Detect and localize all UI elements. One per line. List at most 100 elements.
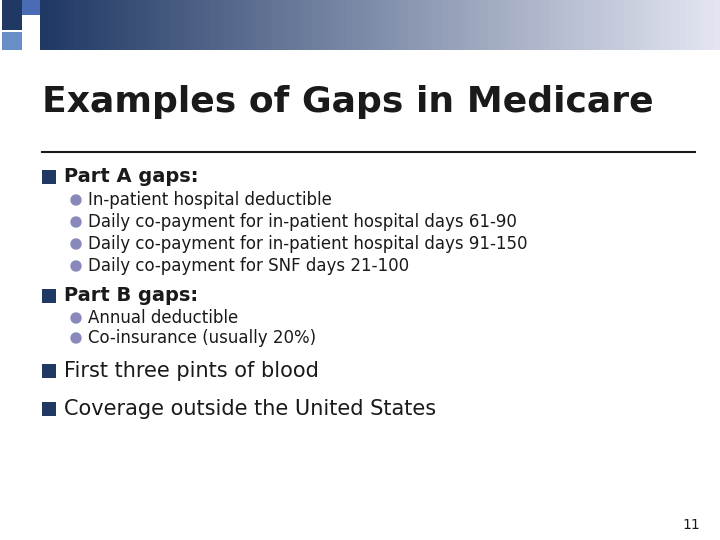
- Bar: [641, 0, 647, 50]
- Bar: [567, 0, 573, 50]
- Bar: [323, 0, 330, 50]
- Circle shape: [71, 195, 81, 205]
- Bar: [22, 0, 40, 15]
- Bar: [86, 0, 91, 50]
- Bar: [114, 0, 120, 50]
- Bar: [40, 0, 46, 50]
- Bar: [544, 0, 551, 50]
- Bar: [176, 0, 182, 50]
- Text: Daily co-payment for SNF days 21-100: Daily co-payment for SNF days 21-100: [88, 257, 409, 275]
- Bar: [306, 0, 312, 50]
- Bar: [346, 0, 352, 50]
- Bar: [380, 0, 386, 50]
- Bar: [357, 0, 364, 50]
- Text: Daily co-payment for in-patient hospital days 61-90: Daily co-payment for in-patient hospital…: [88, 213, 517, 231]
- Bar: [477, 0, 482, 50]
- Bar: [374, 0, 380, 50]
- Bar: [669, 0, 675, 50]
- Bar: [284, 0, 290, 50]
- Bar: [153, 0, 160, 50]
- Bar: [42, 288, 56, 302]
- Bar: [102, 0, 109, 50]
- Bar: [454, 0, 460, 50]
- Bar: [595, 0, 601, 50]
- Bar: [266, 0, 273, 50]
- Bar: [193, 0, 199, 50]
- Bar: [187, 0, 194, 50]
- Circle shape: [71, 217, 81, 227]
- Bar: [420, 0, 426, 50]
- Bar: [312, 0, 318, 50]
- Circle shape: [71, 333, 81, 343]
- Bar: [165, 0, 171, 50]
- Text: 11: 11: [683, 518, 700, 532]
- Bar: [210, 0, 216, 50]
- Bar: [522, 0, 528, 50]
- Bar: [63, 0, 69, 50]
- Bar: [238, 0, 245, 50]
- Text: Part B gaps:: Part B gaps:: [64, 286, 198, 305]
- Bar: [584, 0, 590, 50]
- Bar: [601, 0, 607, 50]
- Bar: [572, 0, 579, 50]
- Bar: [363, 0, 369, 50]
- Bar: [482, 0, 488, 50]
- Bar: [91, 0, 97, 50]
- Bar: [227, 0, 233, 50]
- Bar: [680, 0, 686, 50]
- Bar: [51, 0, 58, 50]
- Bar: [578, 0, 585, 50]
- Text: In-patient hospital deductible: In-patient hospital deductible: [88, 191, 332, 209]
- Bar: [244, 0, 250, 50]
- Bar: [618, 0, 624, 50]
- Bar: [635, 0, 642, 50]
- Bar: [647, 0, 652, 50]
- Bar: [431, 0, 437, 50]
- Bar: [289, 0, 295, 50]
- Text: Examples of Gaps in Medicare: Examples of Gaps in Medicare: [42, 85, 654, 119]
- Bar: [386, 0, 392, 50]
- Bar: [233, 0, 239, 50]
- Bar: [136, 0, 143, 50]
- Bar: [465, 0, 471, 50]
- Bar: [57, 0, 63, 50]
- Bar: [148, 0, 154, 50]
- Bar: [2, 32, 22, 50]
- Bar: [510, 0, 516, 50]
- Bar: [459, 0, 466, 50]
- Bar: [698, 0, 703, 50]
- Bar: [714, 0, 720, 50]
- Bar: [652, 0, 658, 50]
- Bar: [351, 0, 358, 50]
- Bar: [686, 0, 692, 50]
- Bar: [675, 0, 681, 50]
- Text: Part A gaps:: Part A gaps:: [64, 167, 199, 186]
- Bar: [556, 0, 562, 50]
- Bar: [96, 0, 103, 50]
- Bar: [408, 0, 415, 50]
- Bar: [562, 0, 567, 50]
- Bar: [2, 0, 22, 30]
- Bar: [204, 0, 210, 50]
- Text: Coverage outside the United States: Coverage outside the United States: [64, 399, 436, 418]
- Text: First three pints of blood: First three pints of blood: [64, 361, 319, 381]
- Bar: [329, 0, 336, 50]
- Bar: [45, 0, 52, 50]
- Bar: [221, 0, 228, 50]
- Bar: [42, 363, 56, 377]
- Bar: [703, 0, 709, 50]
- Bar: [120, 0, 125, 50]
- Bar: [261, 0, 267, 50]
- Circle shape: [71, 313, 81, 323]
- Bar: [624, 0, 630, 50]
- Bar: [550, 0, 556, 50]
- Bar: [397, 0, 403, 50]
- Bar: [341, 0, 346, 50]
- Bar: [539, 0, 545, 50]
- Bar: [80, 0, 86, 50]
- Text: Co-insurance (usually 20%): Co-insurance (usually 20%): [88, 329, 316, 347]
- Bar: [278, 0, 284, 50]
- Bar: [199, 0, 204, 50]
- Bar: [533, 0, 539, 50]
- Bar: [471, 0, 477, 50]
